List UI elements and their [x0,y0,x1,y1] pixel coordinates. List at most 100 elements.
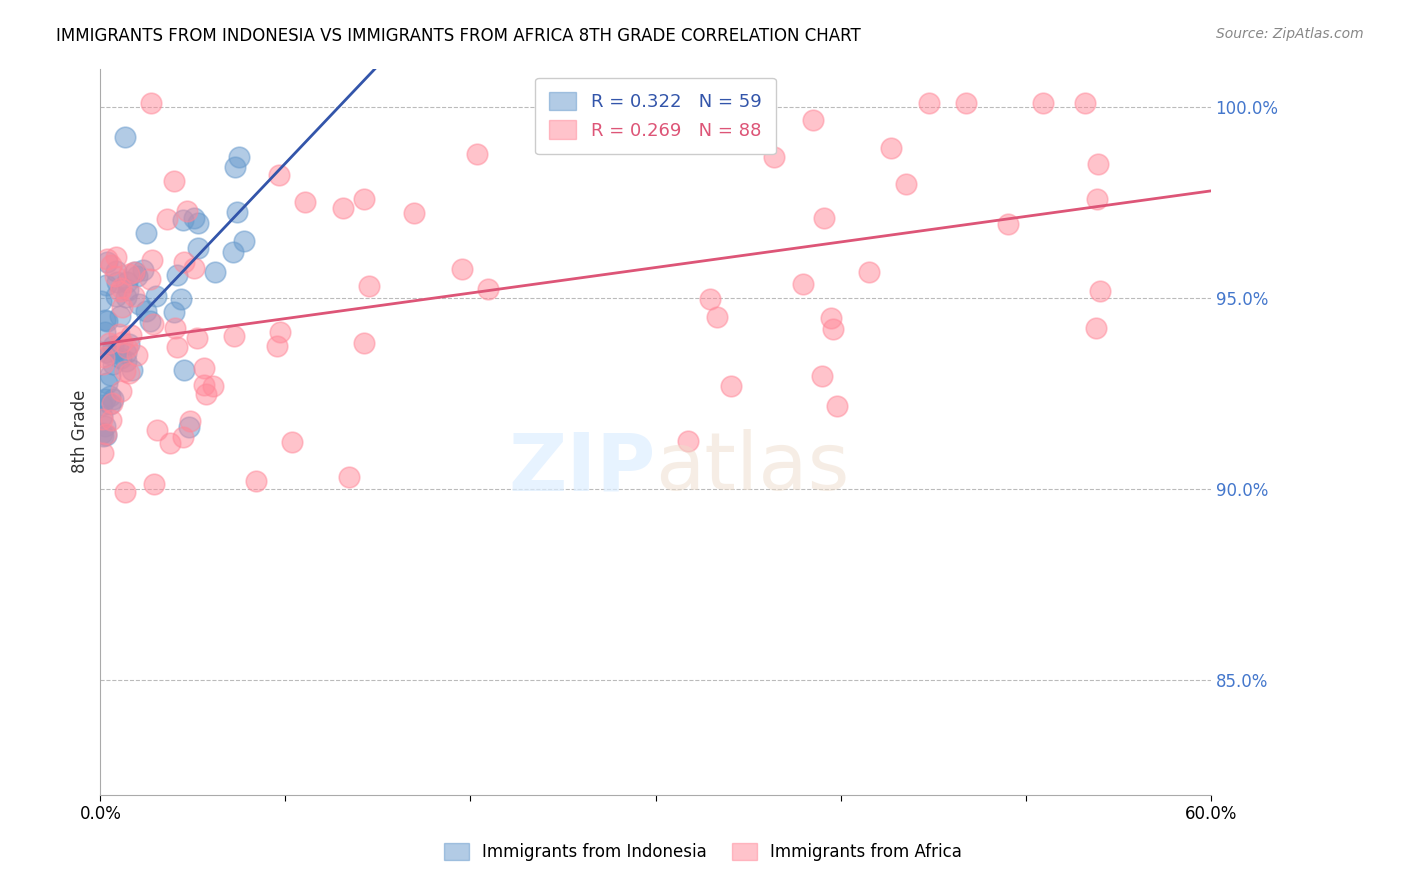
Point [810,369,832,384]
Point [90,398,112,412]
Point [678,434,700,448]
Point [997,217,1019,231]
Point [880,141,903,155]
Point [823,322,845,336]
Point [706,310,728,324]
Point [125,269,148,284]
Point [124,265,146,279]
Point [269,325,291,339]
Point [101,339,124,353]
Point [166,268,188,282]
Point [114,354,136,368]
Point [918,95,941,110]
Point [224,161,246,175]
Point [172,213,194,227]
Point [225,205,247,219]
Point [332,201,354,215]
Point [110,351,132,366]
Point [813,211,835,226]
Point [91,425,114,440]
Point [195,387,218,401]
Point [103,392,125,407]
Point [125,348,148,362]
Point [114,364,136,378]
Point [955,95,977,110]
Point [720,378,742,392]
Point [101,396,124,410]
Point [163,321,186,335]
Point [337,470,360,484]
Point [115,346,138,360]
Point [163,174,186,188]
Point [94,344,117,359]
Point [266,339,288,353]
Legend: Immigrants from Indonesia, Immigrants from Africa: Immigrants from Indonesia, Immigrants fr… [430,830,976,875]
Point [100,368,122,382]
Point [177,420,200,434]
Point [135,227,157,241]
Point [121,363,143,377]
Point [96,254,118,268]
Point [91,429,114,443]
Point [145,289,167,303]
Point [94,427,117,442]
Point [139,272,162,286]
Point [91,358,114,372]
Point [896,177,918,191]
Point [100,258,122,272]
Point [858,265,880,279]
Point [96,376,118,390]
Point [110,384,132,398]
Point [90,294,112,309]
Point [762,149,785,163]
Point [792,277,814,292]
Point [159,435,181,450]
Point [170,292,193,306]
Point [114,485,136,500]
Point [135,304,157,318]
Point [267,168,290,182]
Point [166,340,188,354]
Point [104,250,127,264]
Point [183,211,205,226]
Point [143,477,166,491]
Point [404,205,426,219]
Point [183,260,205,275]
Point [1032,95,1054,110]
Point [1088,285,1111,299]
Point [173,255,195,269]
Point [450,262,472,277]
Point [353,336,375,351]
Point [163,305,186,319]
Point [222,328,245,343]
Point [118,267,141,281]
Point [107,342,129,356]
Point [128,297,150,311]
Point [115,290,138,304]
Point [110,284,132,298]
Point [100,347,122,361]
Point [699,292,721,306]
Point [172,430,194,444]
Point [100,413,122,427]
Point [820,310,842,325]
Point [179,414,201,428]
Point [110,280,132,294]
Point [142,317,165,331]
Point [186,331,208,345]
Point [139,314,162,328]
Point [98,397,121,411]
Point [187,241,209,255]
Point [801,113,824,128]
Point [118,366,141,380]
Point [204,265,226,279]
Point [193,361,215,376]
Point [1087,157,1109,171]
Point [103,268,125,283]
Text: atlas: atlas [655,429,849,508]
Point [94,392,117,407]
Point [222,245,245,260]
Text: ZIP: ZIP [508,429,655,508]
Point [98,336,121,351]
Point [122,265,145,279]
